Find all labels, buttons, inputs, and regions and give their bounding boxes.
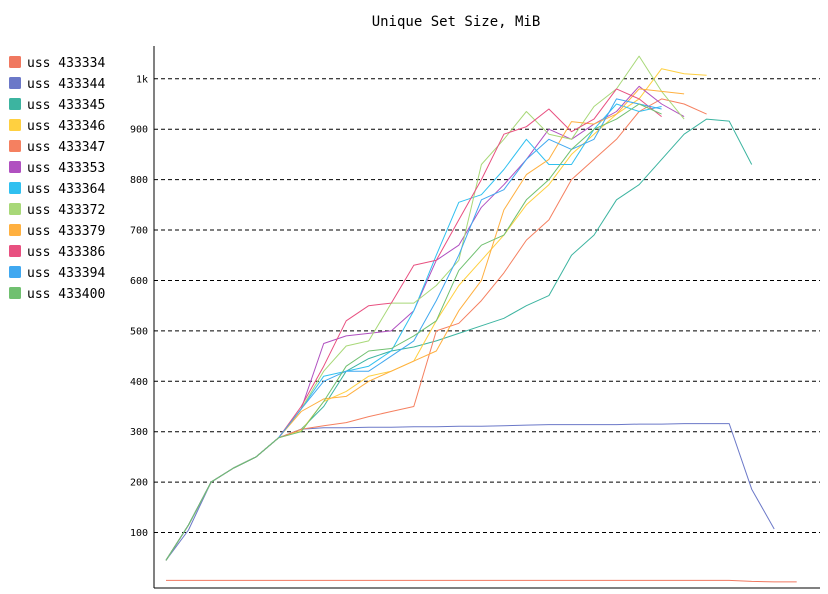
series-line-uss-433372 <box>165 55 685 561</box>
y-axis-ticks: 100 200 300 400 500 600 700 800 900 1k <box>130 74 148 539</box>
y-tick-label: 200 <box>130 478 148 489</box>
legend-item[interactable]: uss 433394 <box>9 266 105 281</box>
legend: uss 433334 uss 433344 uss 433345 uss 433346… <box>9 56 105 302</box>
legend-swatch <box>9 77 21 89</box>
legend-swatch <box>9 266 21 278</box>
series-line-uss-433347 <box>165 98 707 561</box>
series-line-uss-433394 <box>165 98 662 561</box>
y-tick-label: 500 <box>130 326 148 337</box>
legend-label: uss 433334 <box>27 56 105 71</box>
y-tick-label: 400 <box>130 377 148 388</box>
y-tick-label: 1k <box>136 74 148 85</box>
series-line-uss-433400 <box>165 103 662 561</box>
legend-swatch <box>9 287 21 299</box>
series-line-uss-433379 <box>165 88 685 561</box>
legend-item[interactable]: uss 433353 <box>9 161 105 176</box>
legend-swatch <box>9 56 21 68</box>
legend-label: uss 433394 <box>27 266 105 281</box>
legend-item[interactable]: uss 433400 <box>9 287 105 302</box>
legend-swatch <box>9 203 21 215</box>
legend-item[interactable]: uss 433379 <box>9 224 105 239</box>
series-line-uss-433334 <box>166 579 797 583</box>
y-tick-label: 900 <box>130 125 148 136</box>
series-line-uss-433353 <box>165 85 685 561</box>
legend-label: uss 433346 <box>27 119 105 134</box>
legend-item[interactable]: uss 433364 <box>9 182 105 197</box>
legend-item[interactable]: uss 433345 <box>9 98 105 113</box>
legend-swatch <box>9 119 21 131</box>
axes <box>153 46 820 589</box>
series-line-uss-433345 <box>165 118 753 561</box>
legend-label: uss 433345 <box>27 98 105 113</box>
legend-label: uss 433372 <box>27 203 105 218</box>
legend-item[interactable]: uss 433334 <box>9 56 105 71</box>
y-tick-label: 800 <box>130 175 148 186</box>
legend-swatch <box>9 224 21 236</box>
legend-label: uss 433379 <box>27 224 105 239</box>
series-line-uss-433346 <box>165 68 707 561</box>
series-line-uss-433364 <box>165 103 662 561</box>
legend-label: uss 433344 <box>27 77 105 92</box>
legend-item[interactable]: uss 433372 <box>9 203 105 218</box>
chart-title: Unique Set Size, MiB <box>372 14 541 30</box>
y-tick-label: 100 <box>130 528 148 539</box>
legend-swatch <box>9 98 21 110</box>
legend-swatch <box>9 140 21 152</box>
legend-item[interactable]: uss 433386 <box>9 245 105 260</box>
y-tick-label: 600 <box>130 276 148 287</box>
series-group <box>165 55 797 583</box>
legend-label: uss 433364 <box>27 182 105 197</box>
legend-swatch <box>9 182 21 194</box>
legend-label: uss 433347 <box>27 140 105 155</box>
y-tick-label: 300 <box>130 427 148 438</box>
grid <box>154 78 820 534</box>
series-line-uss-433386 <box>165 88 662 561</box>
legend-swatch <box>9 245 21 257</box>
legend-label: uss 433400 <box>27 287 105 302</box>
legend-swatch <box>9 161 21 173</box>
legend-label: uss 433353 <box>27 161 105 176</box>
y-tick-label: 700 <box>130 226 148 237</box>
legend-item[interactable]: uss 433346 <box>9 119 105 134</box>
series-line-uss-433344 <box>165 423 775 561</box>
legend-item[interactable]: uss 433344 <box>9 77 105 92</box>
legend-label: uss 433386 <box>27 245 105 260</box>
legend-item[interactable]: uss 433347 <box>9 140 105 155</box>
